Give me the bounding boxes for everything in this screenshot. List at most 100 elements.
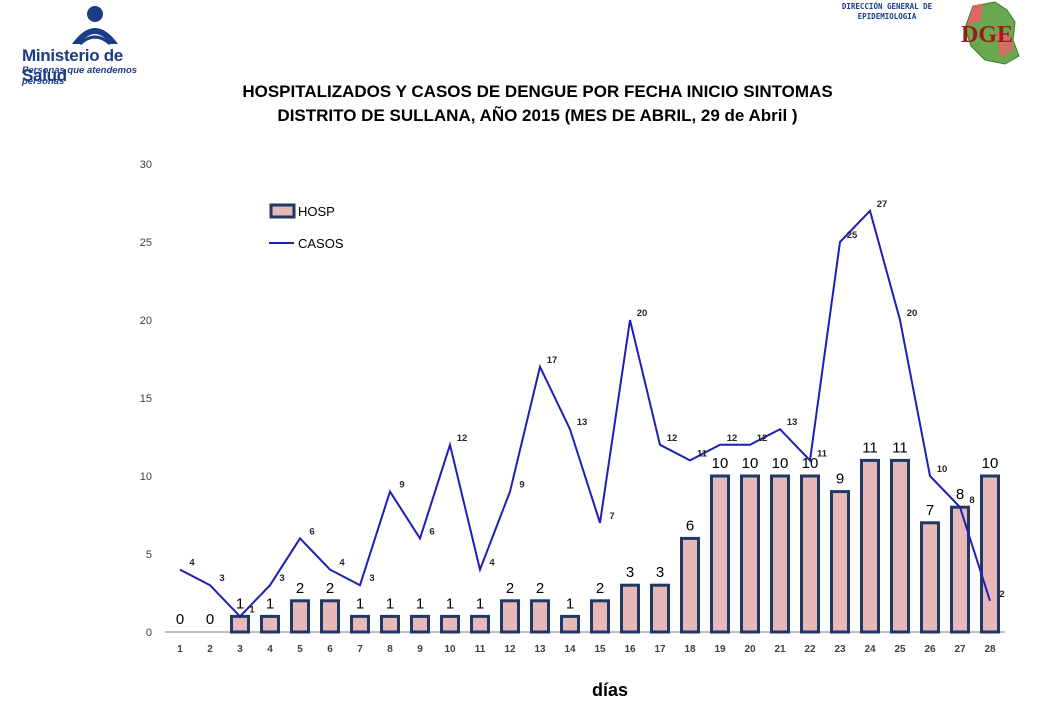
- hosp-data-label: 1: [236, 595, 244, 612]
- hosp-bar: [770, 474, 790, 634]
- casos-data-label: 12: [457, 433, 468, 444]
- casos-data-label: 11: [697, 448, 708, 459]
- hosp-bar: [650, 583, 670, 634]
- casos-data-label: 4: [489, 558, 495, 569]
- hosp-data-label: 11: [892, 439, 908, 456]
- casos-data-label: 2: [999, 589, 1004, 600]
- hosp-data-label: 0: [176, 611, 184, 628]
- x-tick-label: 14: [564, 644, 576, 655]
- hosp-bar: [920, 521, 940, 634]
- x-tick-label: 15: [594, 644, 606, 655]
- hosp-data-label: 1: [446, 595, 454, 612]
- hosp-bar: [440, 614, 460, 634]
- casos-data-label: 7: [609, 511, 614, 522]
- casos-data-label: 1: [249, 604, 255, 615]
- hosp-bar: [680, 536, 700, 634]
- x-tick-label: 19: [714, 644, 726, 655]
- hosp-data-label: 11: [862, 439, 878, 456]
- hosp-bar: [980, 474, 1000, 634]
- chart-title-line-1: HOSPITALIZADOS Y CASOS DE DENGUE POR FEC…: [242, 82, 833, 101]
- hosp-data-label: 6: [686, 517, 694, 534]
- casos-data-label: 17: [547, 355, 558, 366]
- x-tick-label: 17: [654, 644, 666, 655]
- casos-data-label: 27: [877, 199, 888, 210]
- hosp-bar: [860, 458, 880, 634]
- hosp-data-label: 1: [416, 595, 424, 612]
- casos-data-label: 12: [667, 433, 678, 444]
- peru-map-icon: DGE: [961, 1, 1020, 65]
- hosp-data-label: 9: [836, 471, 844, 488]
- hosp-data-label: 1: [566, 595, 574, 612]
- x-tick-label: 18: [684, 644, 696, 655]
- x-tick-label: 2: [207, 644, 213, 655]
- hosp-data-label: 10: [982, 455, 999, 472]
- casos-data-label: 9: [519, 480, 524, 491]
- dge-letters: DGE: [961, 22, 1013, 48]
- y-tick-label: 30: [140, 159, 152, 171]
- hosp-data-label: 8: [956, 486, 964, 503]
- x-tick-label: 7: [357, 644, 363, 655]
- x-tick-label: 26: [924, 644, 936, 655]
- x-tick-label: 28: [984, 644, 996, 655]
- hosp-data-label: 1: [386, 595, 394, 612]
- dge-line-2: EPIDEMIOLOGIA: [857, 12, 917, 21]
- hosp-bar: [350, 614, 370, 634]
- hosp-data-label: 1: [266, 595, 274, 612]
- hosp-bar: [890, 458, 910, 634]
- hosp-data-label: 10: [712, 455, 729, 472]
- dge-logo: DGE: [955, 0, 1025, 68]
- x-tick-label: 8: [387, 644, 393, 655]
- x-tick-label: 6: [327, 644, 333, 655]
- hosp-data-label: 2: [296, 580, 304, 597]
- x-tick-label: 13: [534, 644, 546, 655]
- casos-data-label: 9: [399, 480, 404, 491]
- x-tick-label: 16: [624, 644, 636, 655]
- x-tick-label: 23: [834, 644, 846, 655]
- casos-data-label: 3: [369, 573, 374, 584]
- legend-casos-label: CASOS: [298, 236, 344, 251]
- hosp-data-label: 2: [596, 580, 604, 597]
- hosp-data-label: 2: [536, 580, 544, 597]
- y-tick-label: 10: [140, 471, 152, 483]
- chart-title-line-2: DISTRITO DE SULLANA, AÑO 2015 (MES DE AB…: [277, 106, 798, 125]
- hosp-data-label: 10: [802, 455, 819, 472]
- hosp-bar: [320, 599, 340, 634]
- y-tick-label: 0: [146, 627, 152, 639]
- hosp-bar: [590, 599, 610, 634]
- hosp-data-label: 3: [656, 564, 664, 581]
- hosp-bar: [530, 599, 550, 634]
- hosp-bar: [830, 490, 850, 634]
- hosp-bar: [380, 614, 400, 634]
- x-tick-label: 25: [894, 644, 906, 655]
- hosp-data-label: 7: [926, 502, 934, 519]
- hosp-data-label: 2: [506, 580, 514, 597]
- casos-data-label: 12: [757, 433, 768, 444]
- x-tick-label: 27: [954, 644, 966, 655]
- casos-data-label: 6: [429, 526, 434, 537]
- casos-data-label: 11: [817, 448, 828, 459]
- y-tick-label: 15: [140, 393, 152, 405]
- legend-hosp-label: HOSP: [298, 204, 335, 219]
- hosp-bar: [470, 614, 490, 634]
- dge-line-1: DIRECCIÓN GENERAL DE: [841, 2, 933, 11]
- casos-line: [179, 208, 991, 618]
- x-tick-label: 9: [417, 644, 423, 655]
- casos-data-label: 12: [727, 433, 738, 444]
- hosp-bar: [740, 474, 760, 634]
- hosp-bar: [800, 474, 820, 634]
- x-axis-label: días: [591, 680, 629, 700]
- casos-data-label: 3: [219, 573, 224, 584]
- casos-data-label: 8: [969, 495, 974, 506]
- legend-hosp-swatch: [269, 203, 296, 219]
- casos-data-label: 13: [577, 417, 588, 428]
- logo-name: Ministerio de Salud: [22, 46, 123, 85]
- hosp-bar: [710, 474, 730, 634]
- y-tick-label: 20: [140, 315, 152, 327]
- x-tick-label: 12: [504, 644, 516, 655]
- y-tick-label: 5: [146, 549, 152, 561]
- casos-data-label: 20: [637, 308, 648, 319]
- x-tick-label: 21: [774, 644, 786, 655]
- hosp-data-label: 2: [326, 580, 334, 597]
- casos-data-label: 20: [907, 308, 918, 319]
